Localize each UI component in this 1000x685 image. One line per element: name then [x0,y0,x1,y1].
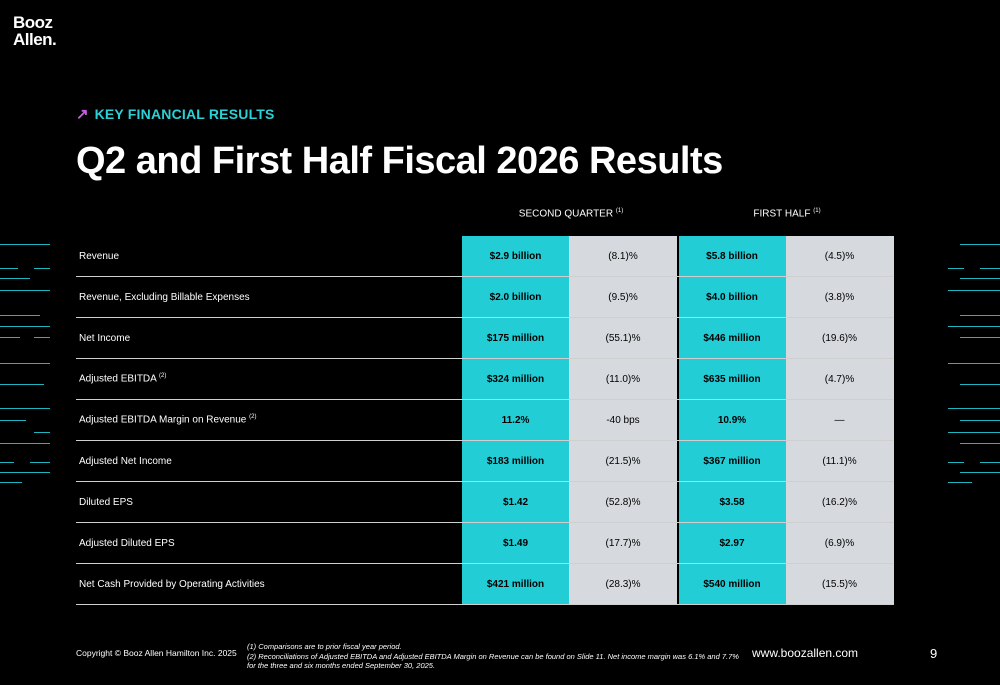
first-half-change: (19.6)% [785,317,894,359]
first-half-value: $540 million [678,563,786,605]
page-title: Q2 and First Half Fiscal 2026 Results [76,140,723,182]
first-half-change: (15.5)% [785,563,894,605]
arrow-up-right-icon: ↗ [76,105,89,123]
second-quarter-value: $324 million [462,358,569,400]
second-quarter-value: $421 million [462,563,569,605]
row-label-text: Adjusted EBITDA Margin on Revenue [79,414,247,426]
first-half-change: — [785,399,894,441]
first-half-change: (4.7)% [785,358,894,400]
column-header-first-half: FIRST HALF (1) [679,208,895,219]
row-label-text: Revenue [79,250,120,262]
row-label: Revenue [76,236,462,277]
table-row: Net Cash Provided by Operating Activitie… [76,563,894,605]
column-gap [677,522,679,564]
row-label-text: Net Cash Provided by Operating Activitie… [79,578,265,590]
column-gap [677,563,679,605]
section-eyebrow: ↗ KEY FINANCIAL RESULTS [76,106,275,122]
first-half-value: $5.8 billion [678,236,786,277]
column-gap [677,440,679,482]
results-table: Revenue $2.9 billion (8.1)% $5.8 billion (4.… [76,236,894,605]
column-header-label: SECOND QUARTER [518,208,614,220]
second-quarter-change: (11.0)% [569,358,677,400]
column-gap [677,399,679,441]
row-label-text: Adjusted Net Income [79,455,172,467]
row-label-note: (2) [159,373,167,380]
first-half-value: $446 million [678,317,786,359]
table-row: Adjusted Net Income $183 million (21.5)% $3… [76,440,894,482]
first-half-change: (16.2)% [785,481,894,523]
column-gap [677,276,679,318]
first-half-value: 10.9% [678,399,786,441]
column-header-note: (1) [615,208,624,214]
row-label: Net Income [76,317,462,359]
second-quarter-change: -40 bps [569,399,677,441]
table-row: Adjusted EBITDA (2) $324 million (11.0)% $6… [76,358,894,400]
table-row: Revenue $2.9 billion (8.1)% $5.8 billion (4.… [76,236,894,277]
first-half-change: (4.5)% [785,236,894,277]
page-number: 9 [930,646,938,661]
row-label: Revenue, Excluding Billable Expenses [76,276,462,318]
row-label: Adjusted EBITDA (2) [76,358,462,400]
row-label: Diluted EPS [76,481,462,523]
row-label-text: Diluted EPS [79,496,133,508]
column-gap [677,358,679,400]
logo-line-2: Allen. [13,30,57,49]
column-gap [677,481,679,523]
second-quarter-change: (17.7)% [569,522,677,564]
column-header-note: (1) [813,208,821,214]
first-half-value: $2.97 [678,522,786,564]
second-quarter-change: (28.3)% [569,563,677,605]
second-quarter-value: $1.49 [462,522,569,564]
second-quarter-value: $1.42 [462,481,569,523]
table-row: Adjusted Diluted EPS $1.49 (17.7)% $2.97 (6.… [76,522,894,564]
second-quarter-value: 11.2% [462,399,569,441]
second-quarter-value: $183 million [462,440,569,482]
row-label: Adjusted Net Income [76,440,462,482]
logo: Booz Allen. [13,13,57,49]
second-quarter-value: $2.0 billion [462,276,569,318]
column-header-second-quarter: SECOND QUARTER (1) [463,208,679,219]
footnote-2: (2) Reconciliations of Adjusted EBITDA a… [247,651,739,671]
footnote-1: (1) Comparisons are to prior fiscal year… [247,642,402,651]
second-quarter-change: (21.5)% [569,440,677,482]
table-row: Adjusted EBITDA Margin on Revenue (2) 11.… [76,399,894,441]
first-half-change: (6.9)% [785,522,894,564]
row-label-text: Adjusted EBITDA [79,373,157,385]
first-half-value: $3.58 [678,481,786,523]
row-label-note: (2) [249,414,257,421]
table-row: Diluted EPS $1.42 (52.8)% $3.58 (16.2)% [76,481,894,523]
eyebrow-label: KEY FINANCIAL RESULTS [94,106,275,122]
column-gap [677,236,679,277]
logo-line-1: Booz [13,13,53,32]
first-half-value: $367 million [678,440,786,482]
second-quarter-value: $175 million [462,317,569,359]
row-label: Adjusted Diluted EPS [76,522,462,564]
second-quarter-change: (52.8)% [569,481,677,523]
row-label-text: Adjusted Diluted EPS [79,537,175,549]
row-label-text: Net Income [79,332,131,344]
row-label: Adjusted EBITDA Margin on Revenue (2) [76,399,462,441]
second-quarter-change: (8.1)% [569,236,677,277]
second-quarter-value: $2.9 billion [462,236,569,277]
second-quarter-change: (9.5)% [569,276,677,318]
table-row: Revenue, Excluding Billable Expenses $2.0… [76,276,894,318]
second-quarter-change: (55.1)% [569,317,677,359]
first-half-value: $4.0 billion [678,276,786,318]
website-link[interactable]: www.boozallen.com [752,646,859,660]
footnotes: (1) Comparisons are to prior fiscal year… [247,642,747,671]
row-label: Net Cash Provided by Operating Activitie… [76,563,462,605]
first-half-change: (3.8)% [785,276,894,318]
row-label-text: Revenue, Excluding Billable Expenses [79,291,250,303]
column-gap [677,317,679,359]
table-row: Net Income $175 million (55.1)% $446 millio… [76,317,894,359]
first-half-change: (11.1)% [785,440,894,482]
first-half-value: $635 million [678,358,786,400]
copyright: Copyright © Booz Allen Hamilton Inc. 202… [76,648,237,658]
column-header-label: FIRST HALF [753,208,811,220]
